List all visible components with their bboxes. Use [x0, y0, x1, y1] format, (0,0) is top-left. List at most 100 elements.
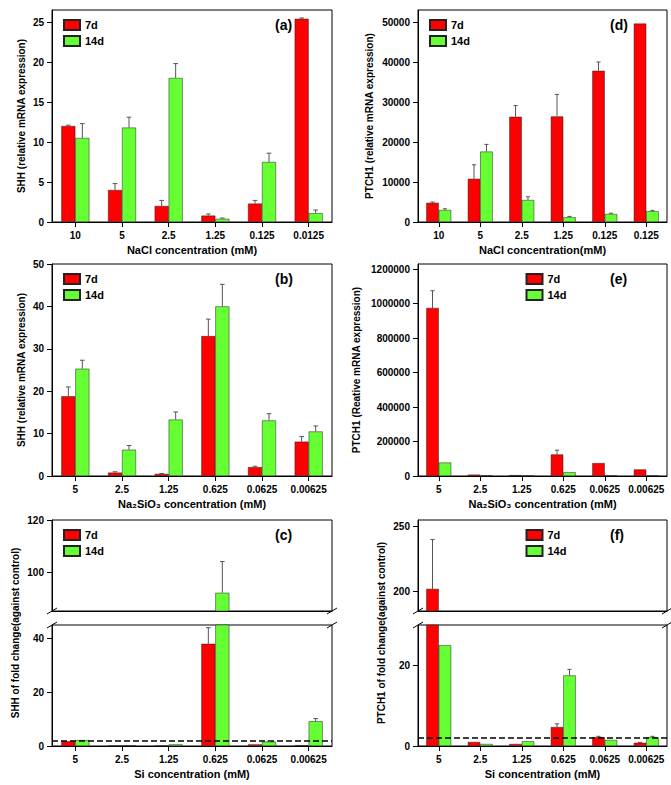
svg-text:1200000: 1200000	[371, 264, 410, 275]
svg-text:PTCH1 of fold change(against c: PTCH1 of fold change(against control)	[376, 542, 387, 724]
svg-text:0.125: 0.125	[249, 230, 274, 241]
svg-text:0.125: 0.125	[634, 230, 659, 241]
svg-text:200: 200	[393, 586, 410, 597]
svg-text:1.25: 1.25	[554, 230, 574, 241]
svg-text:40000: 40000	[382, 57, 410, 68]
svg-text:(d): (d)	[610, 17, 628, 33]
svg-text:7d: 7d	[451, 19, 464, 31]
svg-text:0: 0	[38, 471, 44, 482]
svg-text:14d: 14d	[85, 35, 104, 47]
svg-text:1.25: 1.25	[512, 484, 532, 495]
svg-text:(b): (b)	[275, 271, 293, 287]
svg-text:5: 5	[436, 754, 442, 765]
svg-text:7d: 7d	[85, 273, 98, 285]
svg-text:5: 5	[38, 177, 44, 188]
svg-text:50: 50	[33, 259, 45, 270]
svg-text:2.5: 2.5	[473, 754, 487, 765]
svg-text:7d: 7d	[548, 273, 561, 285]
svg-text:30000: 30000	[382, 97, 410, 108]
svg-text:400000: 400000	[377, 402, 411, 413]
svg-text:5: 5	[119, 230, 125, 241]
svg-text:NaCl concentration (mM): NaCl concentration (mM)	[127, 244, 258, 256]
svg-text:20: 20	[399, 660, 411, 671]
svg-text:14d: 14d	[85, 545, 104, 557]
svg-text:PTCH1 (Reative mRNA expression: PTCH1 (Reative mRNA expression)	[351, 287, 362, 453]
svg-text:(c): (c)	[275, 527, 292, 543]
svg-text:14d: 14d	[451, 35, 470, 47]
svg-text:NaCl concentration(mM): NaCl concentration(mM)	[479, 244, 606, 256]
svg-text:10: 10	[70, 230, 82, 241]
svg-text:20: 20	[33, 57, 45, 68]
svg-text:40: 40	[33, 301, 45, 312]
svg-text:0: 0	[404, 471, 410, 482]
svg-text:Na₂SiO₃ concentration (mM): Na₂SiO₃ concentration (mM)	[118, 498, 266, 510]
svg-text:0.00625: 0.00625	[628, 484, 665, 495]
svg-text:14d: 14d	[548, 289, 567, 301]
svg-text:2.5: 2.5	[515, 230, 529, 241]
svg-text:0.125: 0.125	[592, 230, 617, 241]
svg-text:0: 0	[38, 217, 44, 228]
svg-text:SHH (relative mRNA expression): SHH (relative mRNA expression)	[16, 39, 27, 193]
svg-text:Si concentration (mM): Si concentration (mM)	[485, 768, 601, 780]
svg-text:0: 0	[404, 217, 410, 228]
svg-text:14d: 14d	[548, 545, 567, 557]
svg-text:800000: 800000	[377, 333, 411, 344]
svg-text:0.0625: 0.0625	[247, 484, 278, 495]
svg-text:10: 10	[33, 428, 45, 439]
svg-text:600000: 600000	[377, 367, 411, 378]
svg-text:25: 25	[33, 17, 45, 28]
svg-text:100: 100	[27, 567, 44, 578]
svg-text:1.25: 1.25	[159, 484, 179, 495]
svg-text:SHH (relative mRNA expression): SHH (relative mRNA expression)	[16, 293, 27, 447]
svg-text:200000: 200000	[377, 436, 411, 447]
svg-text:0.0625: 0.0625	[589, 754, 620, 765]
svg-text:0.625: 0.625	[551, 484, 576, 495]
svg-text:40: 40	[33, 633, 45, 644]
svg-text:(e): (e)	[610, 271, 627, 287]
svg-text:(a): (a)	[275, 17, 292, 33]
svg-text:5: 5	[436, 484, 442, 495]
svg-text:0.00625: 0.00625	[291, 484, 328, 495]
svg-text:2.5: 2.5	[115, 754, 129, 765]
svg-text:0.00625: 0.00625	[628, 754, 665, 765]
svg-text:120: 120	[27, 515, 44, 526]
svg-text:1.25: 1.25	[512, 754, 532, 765]
svg-text:5: 5	[73, 484, 79, 495]
svg-text:7d: 7d	[85, 529, 98, 541]
svg-text:2.5: 2.5	[473, 484, 487, 495]
svg-text:0: 0	[404, 741, 410, 752]
svg-text:SHH of fold change(against con: SHH of fold change(against control)	[10, 548, 21, 719]
svg-text:7d: 7d	[85, 19, 98, 31]
svg-text:5: 5	[73, 754, 79, 765]
svg-text:1.25: 1.25	[159, 754, 179, 765]
svg-text:20: 20	[33, 687, 45, 698]
svg-text:0.0625: 0.0625	[589, 484, 620, 495]
svg-text:10: 10	[433, 230, 445, 241]
svg-text:2.5: 2.5	[115, 484, 129, 495]
svg-text:PTCH1 (relative mRNA expressio: PTCH1 (relative mRNA expression)	[364, 33, 375, 199]
svg-text:1000000: 1000000	[371, 298, 410, 309]
svg-text:7d: 7d	[548, 529, 561, 541]
svg-text:20: 20	[33, 386, 45, 397]
svg-text:1.25: 1.25	[206, 230, 226, 241]
svg-text:2.5: 2.5	[162, 230, 176, 241]
svg-text:10000: 10000	[382, 177, 410, 188]
svg-text:50000: 50000	[382, 17, 410, 28]
svg-text:Na₂SiO₃ concentration (mM): Na₂SiO₃ concentration (mM)	[468, 498, 616, 510]
svg-text:14d: 14d	[85, 289, 104, 301]
svg-text:20000: 20000	[382, 137, 410, 148]
svg-text:15: 15	[33, 97, 45, 108]
svg-text:0.00625: 0.00625	[291, 754, 328, 765]
svg-text:0.625: 0.625	[203, 754, 228, 765]
svg-text:0.0625: 0.0625	[247, 754, 278, 765]
svg-text:0.625: 0.625	[203, 484, 228, 495]
svg-text:0.625: 0.625	[551, 754, 576, 765]
svg-text:Si concentration (mM): Si concentration (mM)	[134, 768, 250, 780]
svg-text:5: 5	[477, 230, 483, 241]
svg-text:30: 30	[33, 343, 45, 354]
svg-text:10: 10	[33, 137, 45, 148]
svg-text:(f): (f)	[610, 527, 624, 543]
svg-text:0: 0	[38, 741, 44, 752]
svg-text:250: 250	[393, 521, 410, 532]
svg-text:0.0125: 0.0125	[293, 230, 324, 241]
